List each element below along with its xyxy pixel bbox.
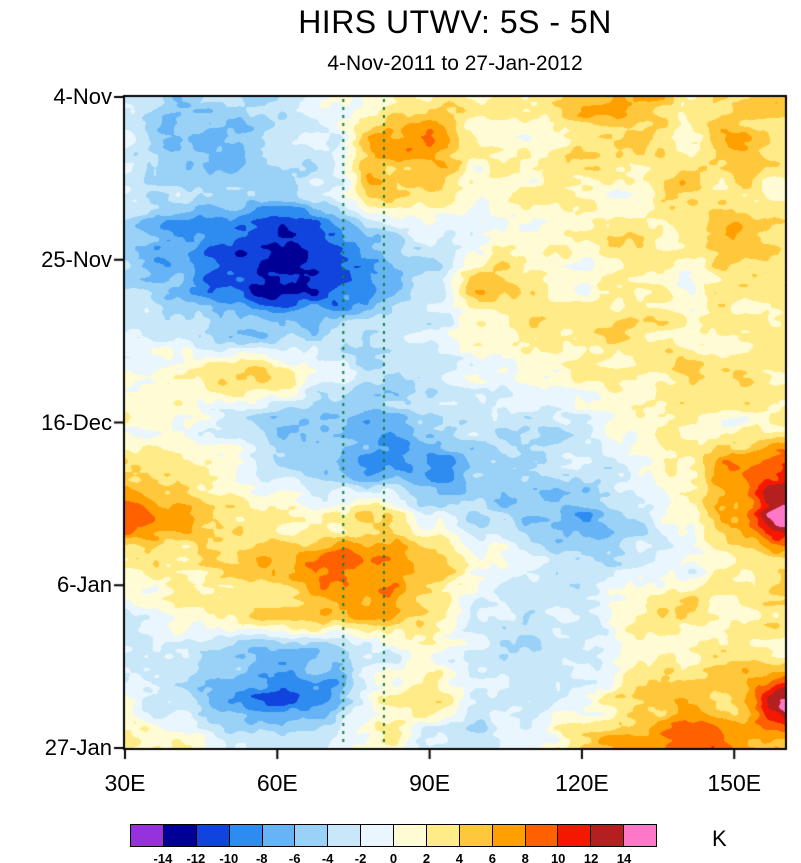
colorbar-swatch: [196, 825, 230, 846]
colorbar-swatch: [262, 825, 296, 846]
colorbar-swatch: [426, 825, 460, 846]
x-tick-label: 150E: [707, 770, 762, 796]
y-tick-label: 16-Dec: [41, 409, 112, 435]
x-tick-label: 60E: [256, 770, 298, 796]
colorbar-tick-label: -12: [186, 851, 206, 863]
colorbar-swatch: [558, 825, 592, 846]
colorbar-tick-label: 14: [616, 851, 632, 863]
colorbar-swatch: [229, 825, 263, 846]
colorbar-tick-label: -10: [219, 851, 239, 863]
colorbar-tick-label: -14: [153, 851, 173, 863]
colorbar-tick-label: -2: [354, 851, 367, 863]
colorbar-tick-label: -4: [321, 851, 334, 863]
colorbar-swatch: [361, 825, 394, 846]
colorbar-tick-label: 12: [583, 851, 599, 863]
colorbar-swatch: [525, 825, 559, 846]
page-title: HIRS UTWV: 5S - 5N: [298, 4, 612, 40]
colorbar-swatch: [624, 825, 656, 846]
y-tick-label: 25-Nov: [41, 246, 112, 272]
y-tick-label: 4-Nov: [53, 84, 112, 109]
colorbar-tick-label: -6: [288, 851, 301, 863]
colorbar-tick-label: 2: [422, 851, 431, 863]
colorbar-swatch: [295, 825, 329, 846]
colorbar-tick-label: -8: [255, 851, 268, 863]
x-tick-label: 120E: [555, 770, 609, 796]
colorbar-swatch: [163, 825, 197, 846]
colorbar-unit-label: K: [712, 826, 727, 851]
colorbar-swatch: [492, 825, 526, 846]
colorbar-swatch: [459, 825, 493, 846]
colorbar-swatch: [131, 825, 164, 846]
colorbar-tick-label: 0: [389, 851, 398, 863]
colorbar-swatch: [591, 825, 625, 846]
colorbar-swatch: [328, 825, 362, 846]
colorbar-tick-label: 8: [521, 851, 529, 863]
x-tick-label: 30E: [104, 770, 146, 796]
y-tick-label: 6-Jan: [56, 572, 112, 598]
x-tick-label: 90E: [409, 770, 451, 796]
colorbar-swatch: [394, 825, 427, 846]
colorbar-tick-label: 10: [550, 851, 566, 863]
colorbar: [130, 824, 657, 847]
colorbar-tick-label: 6: [488, 851, 496, 863]
y-tick-label: 27-Jan: [44, 735, 112, 760]
colorbar-tick-label: 4: [455, 851, 463, 863]
page-subtitle: 4-Nov-2011 to 27-Jan-2012: [327, 52, 583, 75]
